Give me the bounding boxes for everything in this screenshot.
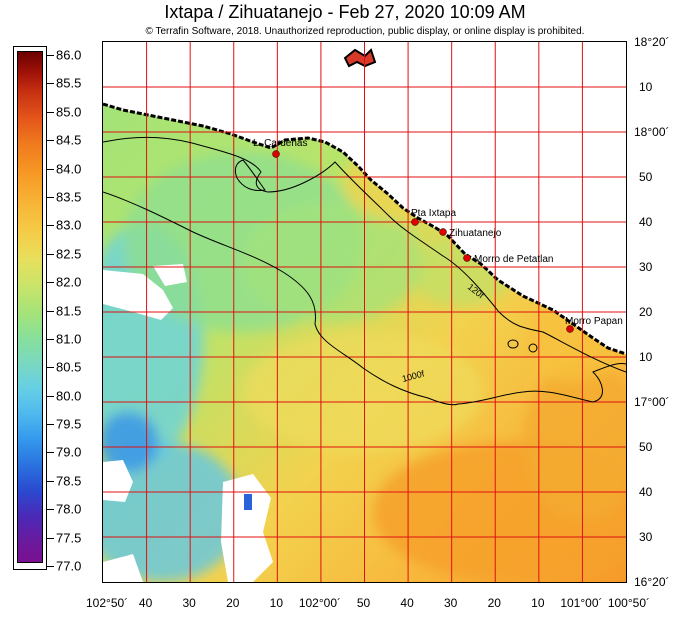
copyright-notice: © Terrafin Software, 2018. Unauthorized … <box>145 26 585 37</box>
longitude-label: 101°00´ <box>560 596 603 610</box>
color-scale-label: 82.0 <box>56 274 82 290</box>
longitude-label: 40 <box>400 596 414 610</box>
color-scale-label: 84.0 <box>56 161 82 177</box>
place-marker <box>463 254 471 262</box>
longitude-label: 10 <box>531 596 545 610</box>
color-scale-tick <box>46 282 54 284</box>
place-label: Morro Papan <box>565 316 623 327</box>
color-scale-label: 80.5 <box>56 359 82 375</box>
latitude-label: 20 <box>639 305 653 319</box>
color-scale-label: 83.0 <box>56 217 82 233</box>
place-label: Pta Ixtapa <box>411 208 456 219</box>
longitude-label: 20 <box>487 596 501 610</box>
latitude-label: 30 <box>639 260 653 274</box>
color-scale-label: 81.5 <box>56 303 82 318</box>
latitude-label: 40 <box>639 215 653 229</box>
latitude-label: 18°00´ <box>634 125 670 139</box>
color-scale-label: 85.0 <box>56 104 82 120</box>
contour-120f-loop <box>234 159 266 191</box>
place-morro-de-petatlan[interactable]: Morro de Petatlan <box>463 254 554 265</box>
coastline <box>103 102 626 356</box>
cold-core <box>103 412 158 472</box>
latitude-label: 30 <box>639 530 653 544</box>
place-morro-papan[interactable]: Morro Papan <box>565 316 623 333</box>
place-pta-ixtapa[interactable]: Pta Ixtapa <box>411 208 456 226</box>
color-scale-legend <box>13 46 47 570</box>
color-scale-tick <box>46 395 54 397</box>
color-scale-tick <box>46 310 54 312</box>
latitude-label: 17°00´ <box>634 395 670 409</box>
color-scale-tick <box>46 537 54 539</box>
map-grid <box>103 42 626 582</box>
place-l-cardenas[interactable]: L. Cardenas <box>253 138 307 158</box>
color-scale-tick <box>46 509 54 511</box>
color-scale-bar <box>17 51 43 563</box>
color-scale-tick <box>46 452 54 454</box>
color-scale-label: 86.0 <box>56 47 82 63</box>
sea-surface-temperature-map[interactable]: 120f 1000f L. Cardenas Pta Ixtapa Zihuat… <box>102 41 627 583</box>
latitude-label: 18°20´ <box>634 35 670 49</box>
latitude-label: 40 <box>639 485 653 499</box>
latitude-label: 10 <box>639 350 653 364</box>
longitude-label: 20 <box>226 596 240 610</box>
color-scale-label: 82.5 <box>56 246 82 262</box>
longitude-label: 102°50´ <box>86 596 129 610</box>
longitude-label: 100°50´ <box>607 596 650 610</box>
place-marker <box>411 218 419 226</box>
color-scale-tick <box>46 196 54 198</box>
color-scale-tick <box>46 480 54 482</box>
color-scale-tick <box>46 140 54 142</box>
longitude-label: 102°00´ <box>298 596 341 610</box>
longitude-label: 30 <box>182 596 196 610</box>
longitude-label: 40 <box>138 596 153 610</box>
latitude-label: 16°20´ <box>634 575 670 589</box>
place-label: L. Cardenas <box>253 138 307 149</box>
latitude-label: 50 <box>639 170 653 184</box>
color-scale-tick <box>46 338 54 340</box>
place-zihuatanejo[interactable]: Zihuatanejo <box>439 228 502 239</box>
color-scale-label: 79.0 <box>56 444 82 460</box>
latitude-label: 10 <box>639 80 653 94</box>
color-scale-label: 81.0 <box>56 331 82 347</box>
color-scale-tick <box>46 225 54 227</box>
contour-120f <box>103 136 626 373</box>
cool-patch-southwest <box>103 442 243 582</box>
yellow-center <box>243 332 483 452</box>
color-scale-tick <box>46 424 54 426</box>
color-scale-label: 78.0 <box>56 501 82 517</box>
color-scale-label: 77.5 <box>56 530 82 546</box>
longitude-label: 50 <box>356 596 371 610</box>
color-scale-tick <box>46 83 54 85</box>
seamount-contour-1 <box>507 339 519 349</box>
color-scale-tick <box>46 55 54 56</box>
cold-pixel <box>244 494 252 510</box>
color-scale-tick <box>46 253 54 255</box>
color-scale-label: 84.5 <box>56 132 82 148</box>
color-scale-label: 85.5 <box>56 75 82 91</box>
color-scale-label: 80.0 <box>56 388 82 404</box>
color-scale-tick <box>46 367 54 369</box>
place-label: Zihuatanejo <box>449 228 502 239</box>
seamount-contour-2 <box>528 343 538 353</box>
color-scale-tick <box>46 566 54 567</box>
green-coastal <box>243 202 423 322</box>
place-label: Morro de Petatlan <box>474 254 554 265</box>
island <box>343 48 377 68</box>
color-scale-tick <box>46 168 54 170</box>
color-scale-label: 79.5 <box>56 416 82 432</box>
map-title: Ixtapa / Zihuatanejo - Feb 27, 2020 10:0… <box>164 2 526 22</box>
longitude-label: 10 <box>269 596 284 610</box>
longitude-label: 30 <box>443 596 458 610</box>
color-scale-label: 77.0 <box>56 558 82 574</box>
color-scale-label: 83.5 <box>56 189 82 205</box>
color-scale-label: 78.5 <box>56 473 82 489</box>
place-marker <box>439 228 447 236</box>
latitude-label: 50 <box>639 440 653 454</box>
place-marker <box>272 150 280 158</box>
place-marker <box>566 325 574 333</box>
color-scale-tick <box>46 111 54 113</box>
contour-1000f <box>103 191 626 406</box>
